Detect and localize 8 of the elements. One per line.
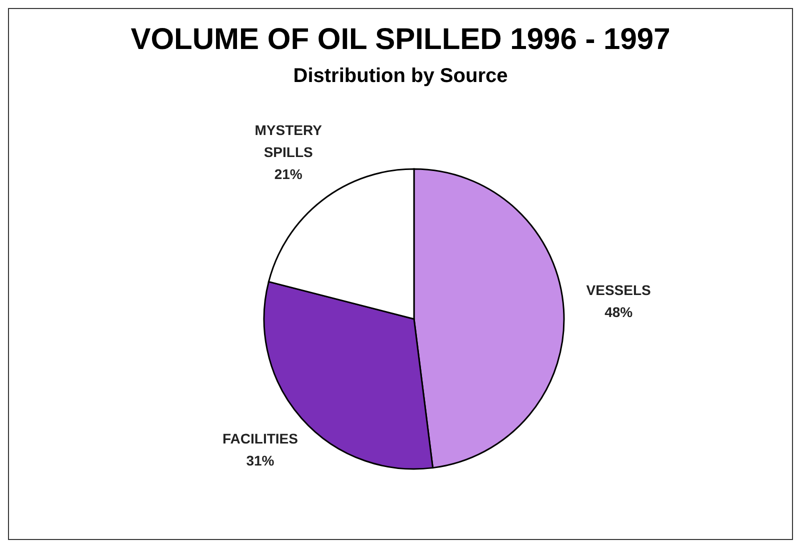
slice-label: VESSELS [586,282,651,298]
data-label: 31% [246,452,275,469]
slice-label: FACILITIES [222,430,298,447]
data-label: 48% [604,304,634,320]
slice-label: MYSTERY SPILLS [254,122,323,160]
chart-subtitle: Distribution by Source [292,65,509,88]
chart-title: VOLUME OF OIL SPILLED 1996 - 1997 [130,23,672,57]
data-label: 21% [274,166,303,182]
